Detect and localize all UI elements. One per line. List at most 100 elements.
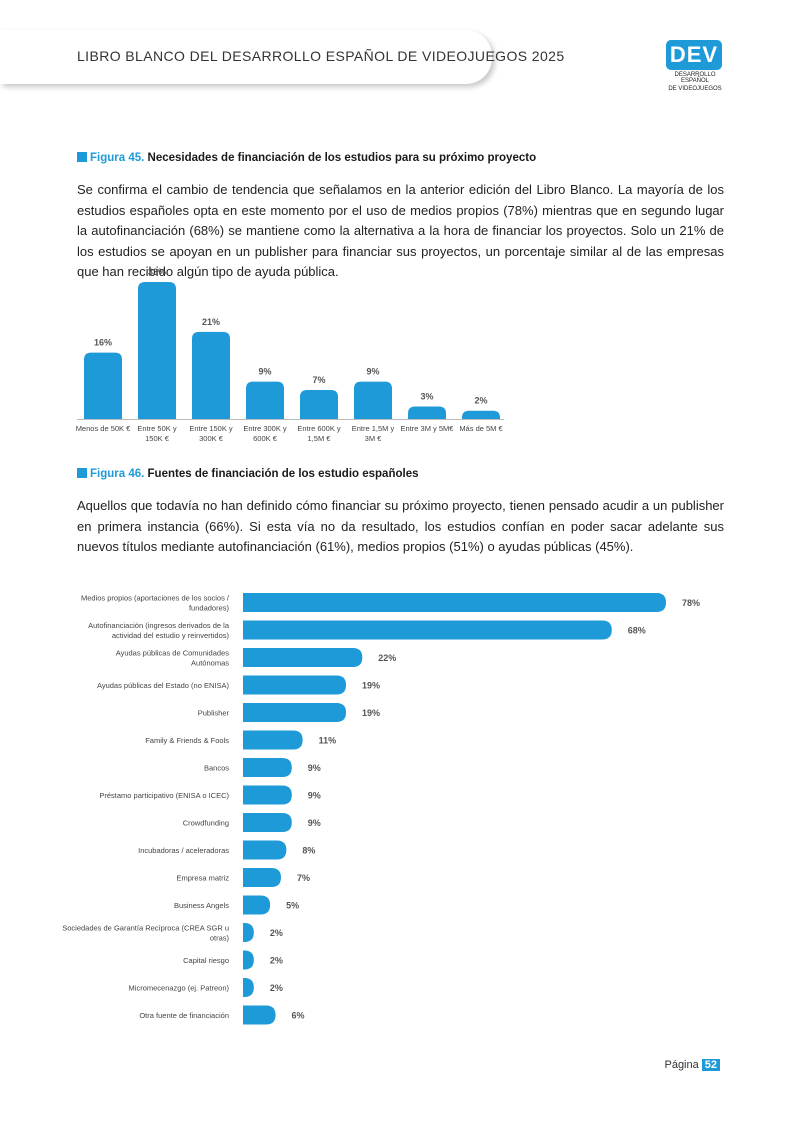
data-label: 21% <box>202 317 220 327</box>
bar <box>243 703 347 722</box>
data-label: 78% <box>682 598 700 608</box>
category-label: Menos de 50K € <box>76 424 131 433</box>
category-label: actividad del estudio y reinvertidos) <box>112 631 230 640</box>
category-label: Entre 3M y 5M€ <box>401 424 455 433</box>
logo-line-1: DESARROLLO ESPAÑOL <box>674 72 716 84</box>
data-label: 33% <box>148 267 166 277</box>
logo-mark: DEV <box>666 40 722 70</box>
category-label: Ayudas públicas del Estado (no ENISA) <box>97 681 230 690</box>
data-label: 2% <box>270 983 283 993</box>
page-number: 52 <box>701 1059 720 1071</box>
dev-logo: DEV DESARROLLO ESPAÑOL DE VIDEOJUEGOS <box>666 40 724 92</box>
bar <box>462 410 500 419</box>
bar <box>243 730 303 750</box>
bar <box>246 381 284 419</box>
data-label: 9% <box>308 818 321 828</box>
bar <box>243 758 292 777</box>
category-label: Entre 600K y <box>297 424 341 433</box>
data-label: 7% <box>297 873 310 883</box>
header-tab <box>0 30 492 84</box>
category-label: Capital riesgo <box>183 956 229 965</box>
bar <box>243 895 271 915</box>
category-label: 3M € <box>365 434 383 443</box>
data-label: 5% <box>286 901 299 911</box>
figure-46-caption: Fuentes de financiación de los estudio e… <box>147 468 419 480</box>
figure-46-number: Figura 46. <box>90 468 145 480</box>
document-title: LIBRO BLANCO DEL DESARROLLO ESPAÑOL DE V… <box>77 48 565 64</box>
bar <box>243 785 292 805</box>
data-label: 2% <box>474 396 487 406</box>
category-label: Family & Friends & Fools <box>145 736 229 745</box>
category-label: otras) <box>210 934 230 943</box>
data-label: 7% <box>312 375 325 385</box>
category-label: Empresa matriz <box>176 874 229 883</box>
category-label: fundadores) <box>189 604 230 613</box>
category-label: Bancos <box>204 764 229 773</box>
category-label: Entre 150K y <box>189 424 233 433</box>
category-label: 1,5M € <box>308 434 332 443</box>
bar <box>192 331 230 419</box>
bar <box>300 389 338 419</box>
bar <box>84 352 122 419</box>
data-label: 9% <box>366 367 379 377</box>
bar <box>408 406 446 419</box>
data-label: 6% <box>292 1011 305 1021</box>
category-label: Otra fuente de financiación <box>139 1011 229 1020</box>
figure-45-caption: Necesidades de financiación de los estud… <box>147 152 537 164</box>
data-label: 22% <box>378 653 396 663</box>
funding-sources-chart: 78% Medios propios (aportaciones de los s… <box>62 593 700 1025</box>
bar <box>243 950 254 970</box>
bar <box>243 923 254 942</box>
data-label: 9% <box>308 791 321 801</box>
logo-line-2: DE VIDEOJUEGOS <box>668 86 722 92</box>
category-label: Sociedades de Garantía Recíproca (CREA S… <box>62 924 229 933</box>
page-label: Página <box>664 1059 699 1071</box>
page-footer: Página 52 <box>664 1059 720 1071</box>
category-label: Medios propios (aportaciones de los soci… <box>81 594 230 603</box>
figure-45-number: Figura 45. <box>90 152 145 164</box>
category-label: Préstamo participativo (ENISA o ICEC) <box>99 791 229 800</box>
data-label: 19% <box>362 681 380 691</box>
bar <box>243 620 612 640</box>
data-label: 19% <box>362 708 380 718</box>
data-label: 8% <box>302 846 315 856</box>
category-label: Entre 1,5M y <box>352 424 395 433</box>
category-label: Más de 5M € <box>459 424 503 433</box>
category-label: Entre 50K y <box>137 424 176 433</box>
square-bullet-icon <box>77 152 87 162</box>
bar <box>243 978 254 997</box>
figure-46-paragraph: Aquellos que todavía no han definido cóm… <box>77 498 724 554</box>
category-label: Ayudas públicas de Comunidades <box>116 649 230 658</box>
data-label: 3% <box>420 392 433 402</box>
category-label: 150K € <box>145 434 170 443</box>
bar <box>354 381 392 419</box>
figure-45-paragraph: Se confirma el cambio de tendencia que s… <box>77 182 724 279</box>
category-label: Business Angels <box>174 901 229 910</box>
figure-45-title: Figura 45. Necesidades de financiación d… <box>77 152 536 164</box>
category-label: Micromecenazgo (ej. Patreon) <box>129 984 230 993</box>
category-label: Crowdfunding <box>183 819 229 828</box>
category-label: Autofinanciación (ingresos derivados de … <box>88 621 230 630</box>
bar <box>243 675 347 695</box>
bar <box>243 593 666 612</box>
category-label: Autónomas <box>191 659 229 668</box>
data-label: 2% <box>270 928 283 938</box>
bar <box>243 813 292 832</box>
category-label: Incubadoras / aceleradoras <box>138 846 229 855</box>
bar <box>138 282 176 419</box>
category-label: 300K € <box>199 434 224 443</box>
data-label: 68% <box>628 626 646 636</box>
bar <box>243 868 281 887</box>
category-label: Entre 300K y <box>243 424 287 433</box>
data-label: 16% <box>94 338 112 348</box>
figure-46-title: Figura 46. Fuentes de financiación de lo… <box>77 468 418 480</box>
category-label: Publisher <box>198 709 230 718</box>
data-label: 2% <box>270 956 283 966</box>
bar <box>243 648 363 667</box>
square-bullet-icon <box>77 468 87 478</box>
data-label: 11% <box>319 736 337 746</box>
bar <box>243 840 287 860</box>
data-label: 9% <box>308 763 321 773</box>
bar <box>243 1005 276 1025</box>
